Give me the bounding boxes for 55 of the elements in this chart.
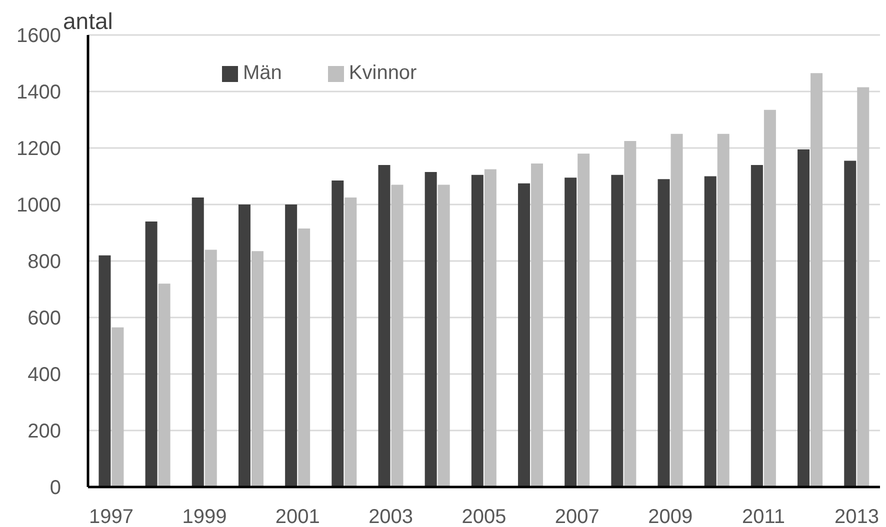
y-tick-label: 1000 [16,194,61,217]
bar [798,149,810,487]
x-tick-label: 2001 [275,506,320,527]
y-tick-label: 200 [28,420,61,443]
x-tick-label: 1997 [89,506,134,527]
y-tick-label: 1200 [16,138,61,160]
legend-label: Män [243,62,282,85]
bar [471,174,484,487]
bar [704,176,716,487]
bar [332,180,344,487]
x-tick-label: 2009 [648,506,693,527]
y-tick-label: 600 [28,308,61,330]
bar [391,184,404,487]
x-tick-label: 1999 [182,506,227,527]
bar [611,174,624,487]
bar [378,164,390,487]
bar [564,178,577,487]
y-tick-label: 0 [50,477,61,500]
bar [717,134,730,487]
bar [204,250,217,487]
y-tick-label: 400 [28,364,61,386]
x-tick-label: 2011 [742,506,786,527]
x-tick-label: 2003 [368,506,414,527]
bar [112,327,124,487]
bar [251,251,264,487]
bar [750,164,763,487]
bar [670,134,683,487]
bar [145,221,158,487]
x-tick-label: 2013 [834,506,879,527]
bar [344,197,357,487]
bar [857,87,870,487]
bar [484,169,496,487]
y-axis-title: antal [63,7,113,35]
bar [518,183,530,487]
bar [298,228,310,487]
bar [424,172,437,487]
x-tick-label: 2005 [462,506,506,527]
bar [531,164,544,487]
bar [844,160,856,487]
bar [810,73,823,487]
y-tick-label: 1600 [16,25,61,48]
legend-label: Kvinnor [348,62,417,85]
bar [764,110,776,487]
x-tick-label: 2007 [554,506,600,527]
y-tick-label: 1400 [16,82,61,104]
bar [658,179,670,487]
y-tick-label: 800 [28,251,61,274]
bar [238,204,250,487]
bar [624,140,636,487]
bar [285,204,298,487]
bar [438,184,450,487]
bar [98,255,111,487]
bar [578,154,590,487]
bar [158,284,170,487]
bar [192,197,204,487]
